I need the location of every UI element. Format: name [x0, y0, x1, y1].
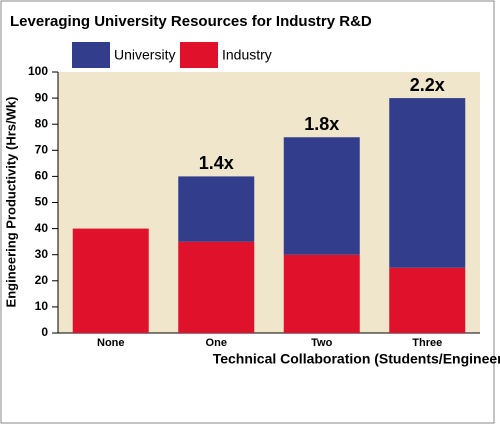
bar-segment [72, 228, 149, 333]
y-tick-label: 70 [35, 142, 49, 156]
x-tick-label: None [97, 337, 125, 349]
legend-swatch [180, 42, 218, 68]
legend-label: University [114, 47, 175, 63]
bar-segment [178, 176, 255, 242]
y-tick-label: 50 [35, 195, 49, 209]
y-tick-label: 60 [35, 169, 49, 183]
y-axis-label: Engineering Productivity (Hrs/Wk) [3, 97, 18, 308]
x-tick-label: One [206, 337, 227, 349]
bar-segment [283, 137, 360, 255]
x-axis-label: Technical Collaboration (Students/Engine… [213, 351, 500, 367]
chart-title: Leveraging University Resources for Indu… [10, 13, 372, 30]
y-tick-label: 10 [35, 299, 49, 313]
y-tick-label: 20 [35, 273, 49, 287]
bar-segment [389, 98, 466, 268]
legend-swatch [72, 42, 110, 68]
annotation: 1.8x [304, 114, 339, 134]
y-tick-label: 40 [35, 221, 49, 235]
x-tick-label: Two [311, 337, 332, 349]
bar-segment [178, 241, 255, 333]
x-tick-label: Three [412, 337, 442, 349]
legend-label: Industry [222, 47, 272, 63]
bar-segment [283, 254, 360, 333]
y-tick-label: 0 [41, 325, 48, 339]
y-tick-label: 90 [35, 90, 49, 104]
annotation: 2.2x [410, 75, 445, 95]
y-tick-label: 100 [28, 64, 48, 78]
annotation: 1.4x [199, 153, 234, 173]
y-tick-label: 30 [35, 247, 49, 261]
bar-segment [389, 267, 466, 333]
y-tick-label: 80 [35, 116, 49, 130]
